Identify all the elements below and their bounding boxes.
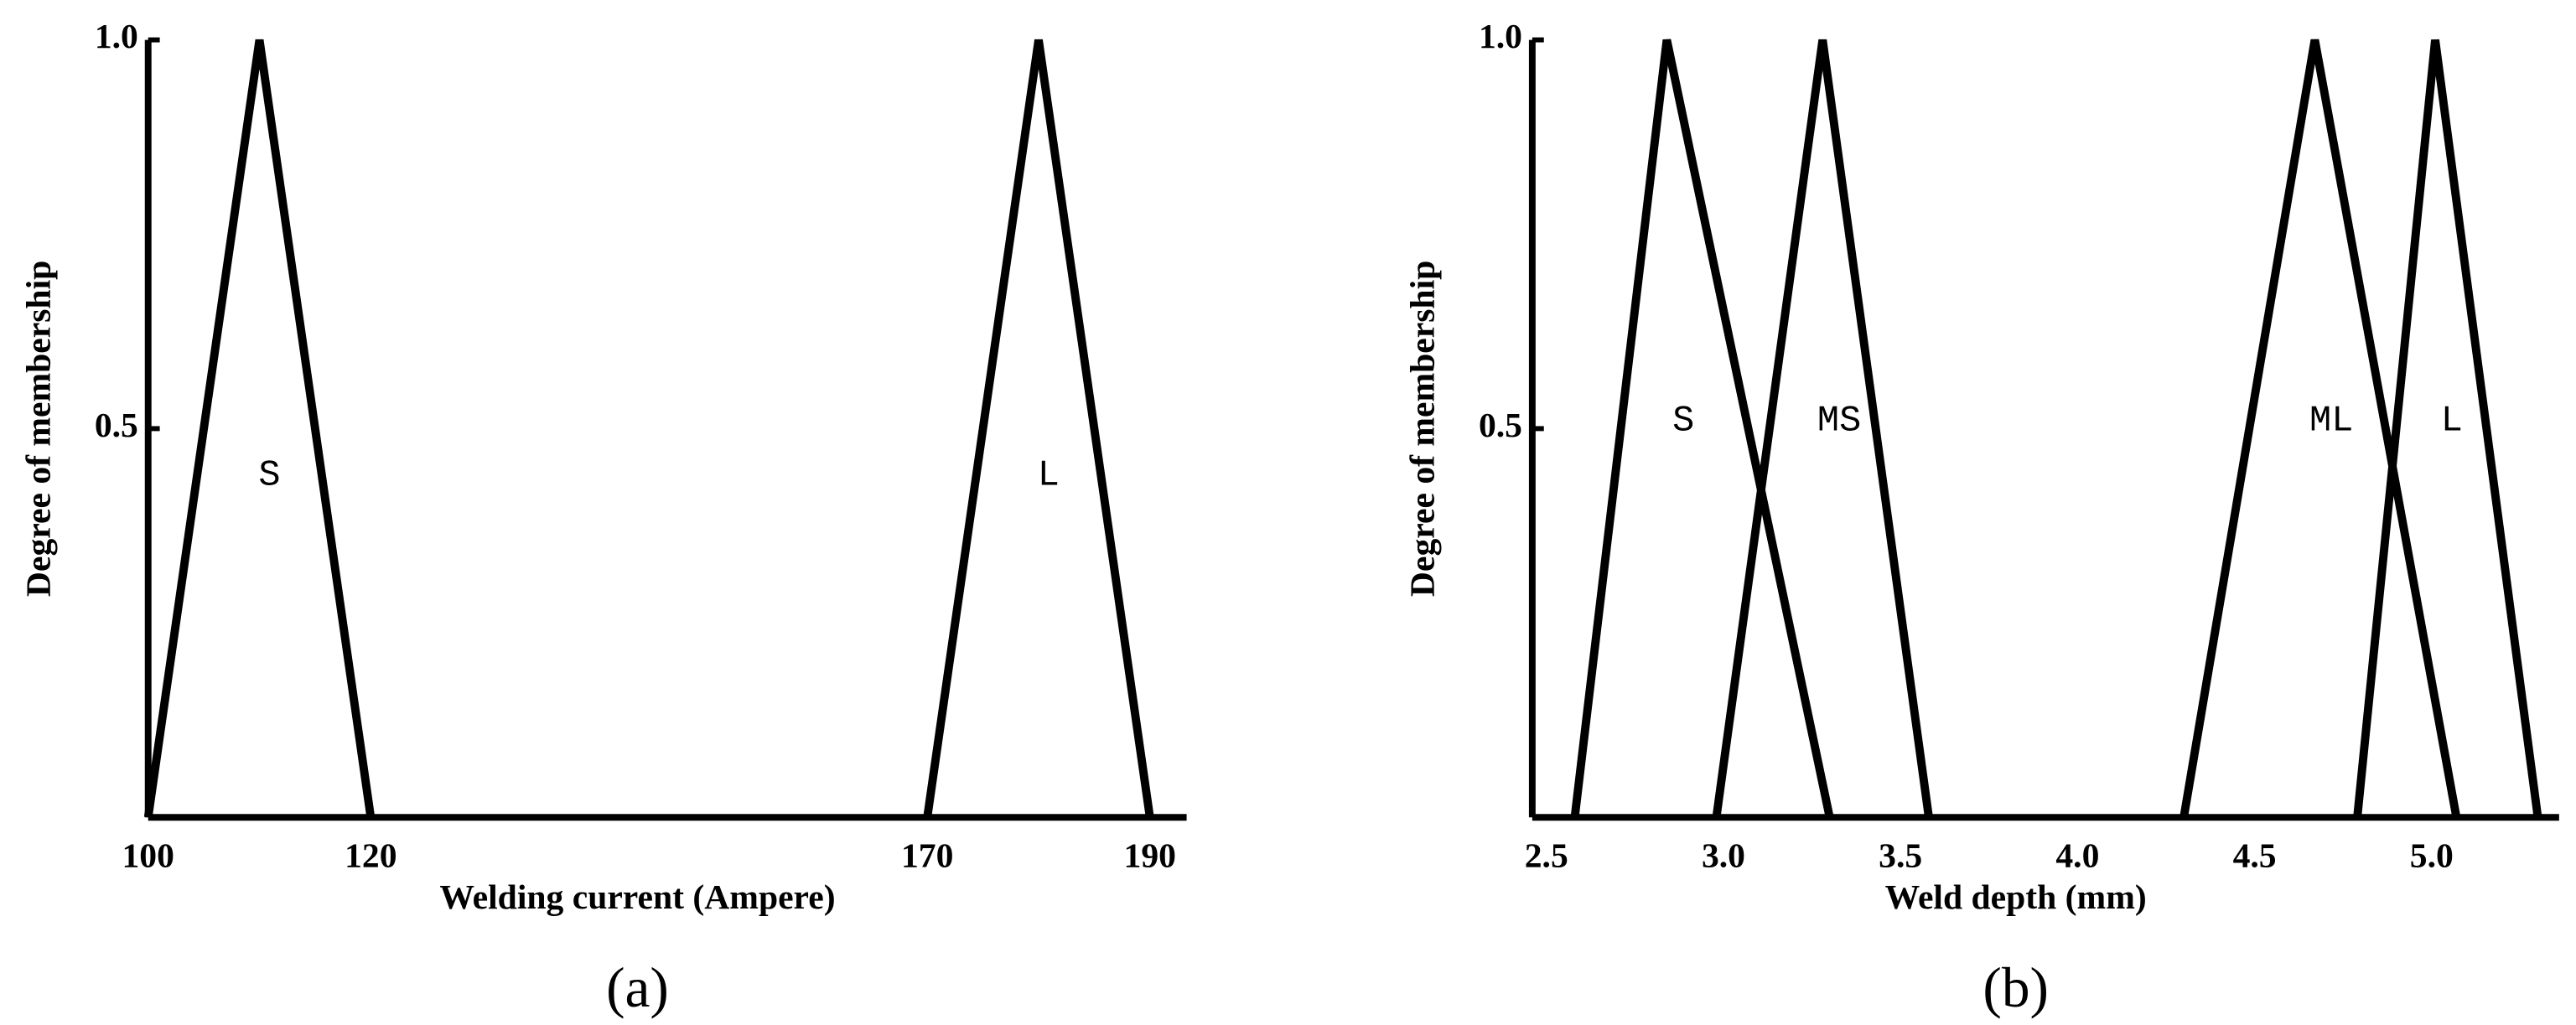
x-tick-label: 3.5 [1879,836,1922,875]
caption: (a) [606,956,669,1019]
x-tick-label: 170 [901,836,953,875]
x-tick-label: 100 [122,836,174,875]
y-tick-label: 1.0 [1479,18,1522,56]
x-tick-label: 120 [345,836,397,875]
membership-line [2353,39,2542,818]
x-tick-label: 2.5 [1525,836,1568,875]
x-tick-label: 4.5 [2233,836,2277,875]
series-label: MS [1817,401,1861,443]
membership-line [1570,39,1834,819]
membership-line [923,39,1154,818]
y-tick-label: 0.5 [95,406,138,445]
y-tick-label: 1.0 [95,18,138,56]
x-axis-title: Welding current (Ampere) [439,878,835,917]
x-tick-label: 4.0 [2055,836,2099,875]
caption: (b) [1983,956,2049,1019]
series-label: ML [2309,401,2353,443]
series-label: S [1672,401,1694,443]
membership-line [1712,39,1933,818]
y-axis-title: Degree of membership [1404,261,1443,597]
membership-line [2179,39,2461,819]
x-tick-label: 5.0 [2410,836,2454,875]
series-label: L [1038,456,1060,497]
series-label: L [2441,401,2463,443]
x-axis-title: Weld depth (mm) [1885,878,2147,917]
y-axis-title: Degree of membership [19,261,58,597]
membership-line [143,39,376,818]
x-tick-label: 3.0 [1702,836,1745,875]
x-tick-label: 190 [1124,836,1176,875]
series-label: S [258,456,280,497]
y-tick-label: 0.5 [1479,406,1522,445]
